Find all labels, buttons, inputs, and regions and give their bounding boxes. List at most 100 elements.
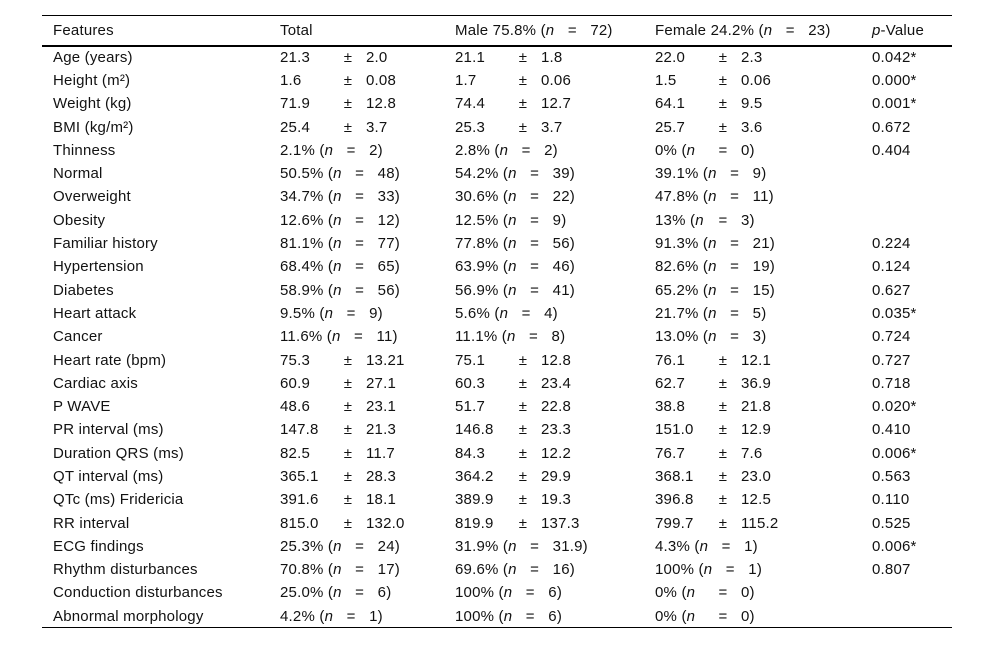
value-right: 6)	[548, 584, 563, 602]
value-left: 396.8	[655, 491, 694, 509]
value-left: 146.8	[455, 421, 494, 439]
italic-n: n	[508, 188, 517, 206]
cell-total: 147.8 ±21.3	[280, 418, 455, 441]
cell-total: 70.8% (n = 17)	[280, 558, 455, 581]
operator: =	[718, 607, 728, 625]
cell-male: 84.3 ±12.2	[455, 442, 655, 465]
value-right: 19.3	[541, 491, 571, 509]
cell-male: 74.4 ±12.7	[455, 92, 655, 115]
value-right: 23.3	[541, 421, 571, 439]
cell-total: 25.0% (n = 6)	[280, 581, 455, 604]
value-right: 21)	[752, 235, 775, 253]
operator: ±	[718, 49, 728, 67]
value-left: 12.6% (n	[280, 211, 342, 229]
cell-female: 38.8 ±21.8	[655, 395, 872, 418]
cell-male: 12.5% (n = 9)	[455, 209, 655, 232]
cell-female: 65.2% (n = 15)	[655, 278, 872, 301]
operator: =	[354, 328, 364, 346]
value-left: 365.1	[280, 467, 319, 485]
cell-p-value: 0.525	[872, 514, 911, 532]
cell-male: 819.9 ±137.3	[455, 511, 655, 534]
value-right: 0)	[741, 584, 755, 602]
cell-male: 21.1 ±1.8	[455, 46, 655, 69]
italic-n: n	[508, 211, 517, 229]
operator: =	[530, 258, 540, 276]
value-left: 51.7	[455, 398, 485, 416]
value-left: 76.1	[655, 351, 685, 369]
italic-n: n	[331, 328, 341, 346]
value-left: 13.0% (n	[655, 328, 717, 346]
value-left: 819.9	[455, 514, 494, 532]
cell-male: 54.2% (n = 39)	[455, 162, 655, 185]
value-left: 39.1% (n	[655, 165, 717, 183]
value-right: 16)	[552, 561, 575, 579]
value-left: 12.5% (n	[455, 211, 517, 229]
operator: =	[355, 561, 365, 579]
value-right: 23)	[808, 21, 831, 39]
value-right: 28.3	[366, 467, 396, 485]
cell-female: 799.7 ±115.2	[655, 511, 872, 534]
italic-n: n	[503, 584, 513, 602]
operator: =	[355, 281, 365, 299]
operator: ±	[343, 71, 353, 89]
italic-n: n	[508, 281, 517, 299]
cell-total: 391.6 ±18.1	[280, 488, 455, 511]
cell-feature: QT interval (ms)	[53, 467, 164, 485]
italic-n: n	[695, 211, 704, 229]
operator: ±	[518, 49, 528, 67]
value-right: 5)	[752, 304, 767, 322]
italic-n: n	[333, 584, 342, 602]
cell-male: 30.6% (n = 22)	[455, 185, 655, 208]
italic-n: n	[506, 328, 516, 346]
table-row: Abnormal morphology 4.2% (n = 1) 100% (n = 6) 0…	[42, 605, 952, 628]
value-left: 75.3	[280, 351, 310, 369]
value-right: 22)	[552, 188, 575, 206]
cell-feature: Heart rate (bpm)	[53, 351, 167, 369]
cell-male: 60.3 ±23.4	[455, 372, 655, 395]
value-left: 82.5	[280, 444, 310, 462]
value-right: 7.6	[741, 444, 763, 462]
cell-male: 100% (n = 6)	[455, 605, 655, 628]
operator: ±	[518, 95, 528, 113]
cell-feature: Abnormal morphology	[53, 607, 204, 625]
value-left: Male 75.8% (n	[455, 21, 555, 39]
operator: ±	[343, 444, 353, 462]
operator: ±	[343, 398, 353, 416]
patient-characteristics-table: Features Total Male 75.8% (n = 72) Female 24.…	[42, 15, 952, 629]
operator: =	[567, 21, 577, 39]
operator: =	[730, 281, 740, 299]
cell-feature: Obesity	[53, 211, 106, 229]
italic-n: n	[699, 537, 709, 555]
operator: ±	[343, 95, 353, 113]
value-right: 12.1	[741, 351, 771, 369]
table-row: QT interval (ms) 365.1 ±28.3 364.2 ±29.9 368.…	[42, 465, 952, 488]
cell-total: 81.1% (n = 77)	[280, 232, 455, 255]
value-left: 77.8% (n	[455, 235, 517, 253]
table-header: Features Total Male 75.8% (n = 72) Female 24.…	[42, 16, 952, 46]
value-left: 0% (n	[655, 584, 696, 602]
value-left: 82.6% (n	[655, 258, 717, 276]
value-right: 65)	[377, 258, 400, 276]
value-left: 1.6	[280, 71, 302, 89]
italic-n: n	[499, 304, 509, 322]
value-right: 12.8	[541, 351, 571, 369]
value-left: 364.2	[455, 467, 494, 485]
italic-n: n	[508, 561, 517, 579]
operator: ±	[518, 398, 528, 416]
value-right: 6)	[548, 607, 563, 625]
value-right: 12.7	[541, 95, 571, 113]
table-row: QTc (ms) Fridericia 391.6 ±18.1 389.9 ±19.3 3…	[42, 488, 952, 511]
value-left: 5.6% (n	[455, 304, 509, 322]
value-right: 1)	[748, 561, 763, 579]
operator: =	[355, 165, 365, 183]
value-right: 12.9	[741, 421, 771, 439]
cell-total: 815.0 ±132.0	[280, 511, 455, 534]
cell-female: 39.1% (n = 9)	[655, 162, 872, 185]
italic-n: n	[708, 304, 717, 322]
operator: =	[785, 21, 795, 39]
operator: ±	[518, 444, 528, 462]
value-right: 24)	[377, 537, 400, 555]
operator: ±	[518, 118, 528, 136]
value-left: 91.3% (n	[655, 235, 717, 253]
cell-p-value: 0.035*	[872, 304, 917, 322]
